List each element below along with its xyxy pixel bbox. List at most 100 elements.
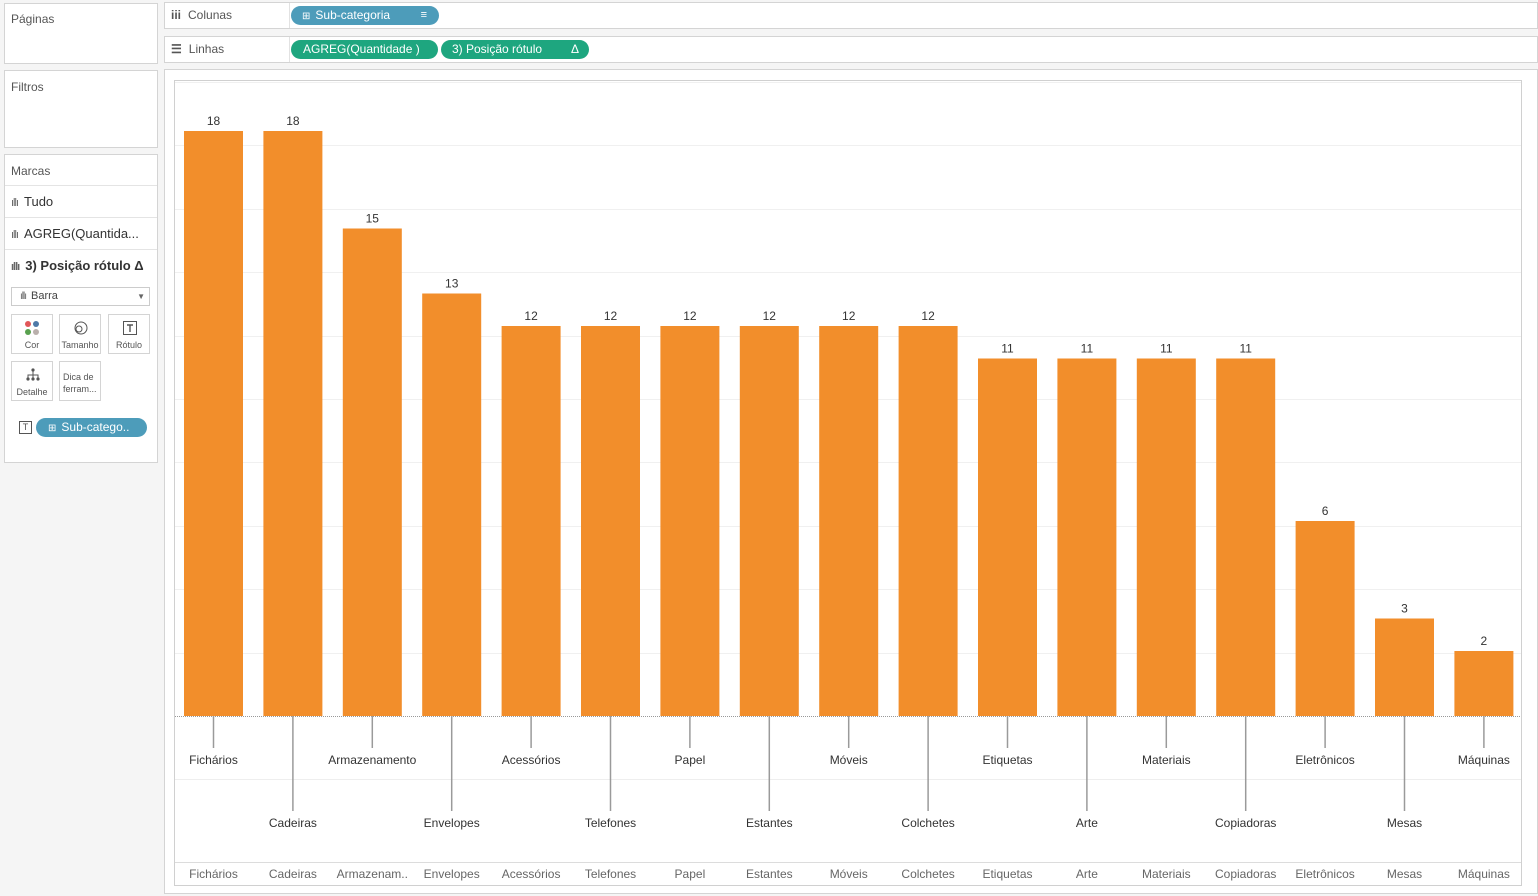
data-label: 12 <box>683 309 697 323</box>
mark-label: Armazenamento <box>328 753 416 767</box>
x-tick-label: Etiquetas <box>982 867 1032 881</box>
bar[interactable] <box>1216 358 1276 717</box>
mark-label: Arte <box>1076 816 1098 830</box>
x-tick-label: Eletrônicos <box>1295 867 1354 881</box>
mark-label: Materiais <box>1142 753 1191 767</box>
marks-title: Marcas <box>11 164 51 178</box>
label-button[interactable]: Rótulo <box>108 314 150 354</box>
rows-pill-label-position[interactable]: 3) Posição rótulo Δ <box>441 40 589 59</box>
data-label: 18 <box>286 114 300 128</box>
mark-label: Envelopes <box>424 816 480 830</box>
mark-label: Cadeiras <box>269 816 317 830</box>
bar[interactable] <box>422 293 482 717</box>
tooltip-button-label: Dica de ferram... <box>63 372 97 394</box>
mark-label: Mesas <box>1387 816 1422 830</box>
data-label: 12 <box>763 309 777 323</box>
mark-type-dropdown[interactable]: ıllı Barra ▼ <box>11 287 150 306</box>
rows-pill-quantity[interactable]: AGREG(Quantidade ) <box>291 40 438 59</box>
pages-title: Páginas <box>11 12 55 26</box>
x-tick-label: Armazenam.. <box>337 867 408 881</box>
detail-button[interactable]: Detalhe <box>11 361 53 401</box>
columns-pill-subcategory[interactable]: ⊞ Sub-categoria ≡ <box>291 6 439 25</box>
x-tick-label: Acessórios <box>502 867 561 881</box>
bar[interactable] <box>739 326 799 716</box>
label-field-text: Sub-catego.. <box>61 420 130 434</box>
bar[interactable] <box>898 326 958 716</box>
data-label: 12 <box>604 309 618 323</box>
label-button-label: Rótulo <box>115 340 142 350</box>
data-label: 2 <box>1481 634 1488 648</box>
rows-label: ☰ Linhas <box>171 42 225 56</box>
data-label: 11 <box>1081 342 1094 356</box>
mark-type-value: Barra <box>31 290 58 302</box>
marks-card-quantity[interactable]: ıllı AGREG(Quantida... <box>5 217 157 248</box>
data-label: 13 <box>445 277 459 291</box>
bar[interactable] <box>978 358 1037 717</box>
x-tick-label: Cadeiras <box>269 867 317 881</box>
mark-label: Copiadoras <box>1215 816 1276 830</box>
bar[interactable] <box>501 326 561 716</box>
rows-pill-text: 3) Posição rótulo <box>452 42 543 56</box>
columns-icon: iii <box>171 8 182 22</box>
mark-label: Etiquetas <box>982 753 1032 767</box>
bar[interactable] <box>263 131 323 716</box>
data-label: 12 <box>524 309 538 323</box>
x-tick-label: Mesas <box>1387 867 1422 881</box>
bar[interactable] <box>660 326 720 716</box>
chevron-down-icon: ▼ <box>137 292 145 301</box>
data-label: 11 <box>1239 342 1252 356</box>
x-tick-label: Envelopes <box>424 867 480 881</box>
tooltip-button[interactable]: Dica de ferram... <box>59 361 101 401</box>
detail-icon <box>26 368 40 381</box>
expand-icon: ⊞ <box>302 11 311 22</box>
x-tick-label: Copiadoras <box>1215 867 1276 881</box>
marks-panel: Marcas <box>4 154 158 463</box>
mark-label: Acessórios <box>502 753 561 767</box>
bar[interactable] <box>1454 651 1514 716</box>
x-tick-label: Materiais <box>1142 867 1191 881</box>
bar-chart-icon: ıllı <box>11 197 19 209</box>
bar[interactable] <box>1136 358 1196 717</box>
text-label-icon: T <box>19 421 32 434</box>
color-button[interactable]: Cor <box>11 314 53 354</box>
x-tick-label: Arte <box>1076 867 1098 881</box>
bar[interactable] <box>1057 358 1117 717</box>
marks-card-label: AGREG(Quantida... <box>24 226 139 241</box>
x-tick-label: Telefones <box>585 867 636 881</box>
bar[interactable] <box>342 228 402 717</box>
mark-label: Eletrônicos <box>1295 753 1354 767</box>
color-icon <box>25 321 39 335</box>
x-tick-label: Máquinas <box>1458 867 1510 881</box>
bar-chart-icon: ıllı <box>20 291 27 302</box>
bar-chart-icon: ıllı <box>11 229 19 241</box>
data-label: 15 <box>366 212 380 226</box>
size-icon <box>74 321 88 335</box>
filters-panel[interactable]: Filtros <box>4 70 158 148</box>
x-tick-label: Colchetes <box>901 867 954 881</box>
bar[interactable] <box>184 131 243 716</box>
x-tick-label: Papel <box>675 867 706 881</box>
marks-card-label-position[interactable]: ıllı 3) Posição rótulo Δ <box>5 249 157 280</box>
mark-label: Colchetes <box>901 816 954 830</box>
data-label: 6 <box>1322 504 1329 518</box>
data-label: 3 <box>1401 602 1408 616</box>
bar[interactable] <box>581 326 640 716</box>
detail-button-label: Detalhe <box>16 387 48 397</box>
data-label: 12 <box>842 309 856 323</box>
columns-pill-text: Sub-categoria <box>315 8 391 22</box>
marks-card-all[interactable]: ıllı Tudo <box>5 185 157 216</box>
pages-panel[interactable]: Páginas <box>4 3 158 64</box>
bar[interactable] <box>1295 521 1355 716</box>
bar-chart-icon: ıllı <box>11 261 20 273</box>
size-button[interactable]: Tamanho <box>59 314 101 354</box>
rows-icon: ☰ <box>171 42 182 56</box>
mark-label: Papel <box>675 753 706 767</box>
expand-icon: ⊞ <box>48 423 57 434</box>
color-button-label: Cor <box>24 340 40 350</box>
bar[interactable] <box>819 326 879 716</box>
label-field-pill[interactable]: ⊞ Sub-catego.. <box>36 418 147 437</box>
columns-label: iii Colunas <box>171 8 233 22</box>
data-label: 12 <box>921 309 935 323</box>
bar[interactable] <box>1375 618 1434 717</box>
